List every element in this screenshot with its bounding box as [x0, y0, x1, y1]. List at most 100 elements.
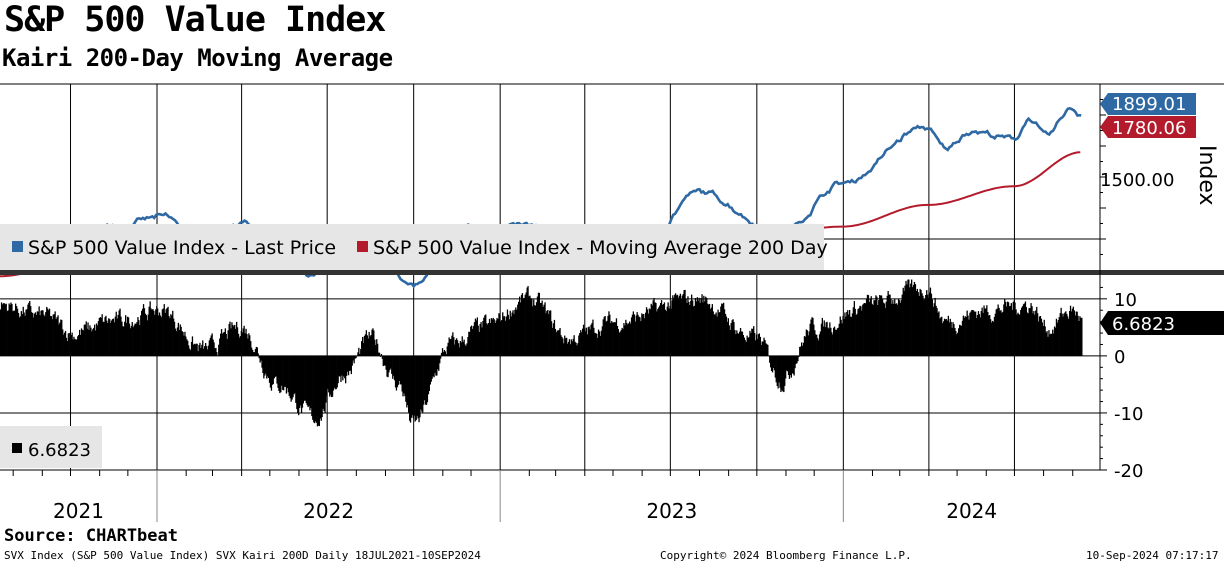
kairi-bar: [378, 352, 381, 356]
kairi-bar: [266, 355, 268, 379]
kairi-bar: [855, 315, 857, 356]
kairi-bar: [897, 298, 900, 356]
kairi-bar: [1078, 321, 1080, 356]
kairi-bar: [998, 307, 1000, 356]
kairi-bar: [583, 328, 586, 356]
kairi-bar: [396, 355, 399, 388]
kairi-bar: [781, 355, 783, 391]
kairi-bar: [584, 331, 587, 356]
kairi-bar: [883, 303, 886, 356]
kairi-bar: [556, 330, 558, 356]
kairi-bar: [1073, 310, 1075, 356]
kairi-bar: [931, 299, 933, 356]
kairi-bar: [531, 299, 533, 356]
kairi-bar: [520, 294, 523, 356]
ma-legend-label: S&P 500 Value Index - Moving Average 200…: [373, 237, 828, 259]
kairi-bar: [176, 327, 179, 356]
kairi-bar: [685, 298, 687, 356]
kairi-bar: [729, 330, 731, 356]
kairi-bar: [267, 355, 270, 378]
chart-subtitle: Kairi 200-Day Moving Average: [2, 44, 393, 72]
kairi-bar: [957, 332, 959, 356]
kairi-bar: [291, 355, 293, 400]
kairi-bar: [381, 355, 383, 359]
kairi-bar: [1029, 308, 1031, 356]
kairi-bar: [971, 310, 973, 356]
kairi-bar: [707, 303, 709, 356]
kairi-bar: [644, 318, 646, 356]
kairi-bar: [623, 323, 625, 356]
kairi-bar: [375, 344, 377, 356]
panel-divider: [0, 270, 1224, 275]
kairi-bar: [1008, 306, 1011, 356]
kairi-bar: [330, 355, 332, 395]
kairi-bar: [889, 294, 891, 356]
kairi-bar: [382, 355, 384, 367]
price-legend-label: S&P 500 Value Index - Last Price: [28, 237, 336, 259]
kairi-bar: [261, 355, 263, 368]
kairi-bar: [710, 307, 713, 356]
kairi-bar: [110, 320, 113, 356]
kairi-bar: [258, 355, 260, 359]
kairi-bar: [475, 320, 477, 356]
kairi-bar: [1040, 318, 1043, 356]
kairi-bar: [676, 294, 679, 356]
kairi-bar: [612, 322, 614, 356]
kairi-bar: [411, 355, 414, 416]
kairi-bar: [652, 300, 654, 356]
kairi-bar: [142, 308, 144, 356]
kairi-bar: [281, 355, 283, 386]
kairi-bar: [316, 355, 319, 427]
kairi-bar: [296, 355, 298, 410]
kairi-bar: [1036, 306, 1038, 356]
kairi-bar: [212, 339, 214, 356]
kairi-bar: [360, 348, 362, 356]
kairi-bar: [1042, 326, 1044, 356]
kairi-bar: [602, 319, 604, 356]
kairi-bar: [481, 327, 483, 356]
kairi-bar: [121, 321, 123, 356]
kairi-bar: [19, 316, 21, 356]
kairi-bar: [988, 315, 990, 356]
kairi-bar: [3, 303, 6, 356]
kairi-bar: [789, 355, 791, 376]
kairi-bar: [477, 325, 479, 356]
kairi-bar: [973, 310, 975, 356]
kairi-bar: [704, 301, 706, 356]
kairi-bar: [65, 337, 68, 356]
kairi-bar: [607, 315, 609, 356]
kairi-bar: [733, 322, 735, 356]
kairi-bar: [1020, 310, 1022, 356]
kairi-bar: [689, 304, 691, 356]
kairi-bar: [906, 284, 908, 356]
kairi-bar: [54, 311, 56, 356]
kairi-bar: [456, 338, 458, 356]
kairi-bar: [214, 348, 216, 356]
kairi-bar: [868, 301, 870, 356]
kairi-bar: [969, 312, 971, 356]
kairi-last-badge: 6.6823: [1100, 311, 1224, 335]
kairi-bar: [215, 347, 217, 356]
kairi-bar: [972, 310, 974, 356]
kairi-bar: [269, 355, 272, 388]
kairi-bar: [304, 355, 306, 401]
kairi-bar: [509, 310, 511, 356]
kairi-bar: [409, 355, 412, 423]
kairi-bar: [223, 332, 226, 356]
kairi-bar: [923, 299, 925, 356]
kairi-bar: [299, 355, 302, 406]
kairi-bar: [739, 331, 741, 356]
kairi-bar: [35, 314, 37, 356]
kairi-bar: [949, 318, 951, 356]
kairi-bar: [1048, 330, 1050, 356]
kairi-bar: [11, 303, 13, 356]
kairi-bar: [465, 345, 467, 356]
kairi-bar: [621, 327, 623, 356]
kairi-bar: [909, 287, 911, 356]
ma-last-badge: 1780.06: [1100, 116, 1196, 139]
kairi-bar: [930, 293, 933, 356]
kairi-bar: [679, 293, 681, 356]
kairi-bar: [517, 304, 519, 356]
kairi-bar: [977, 311, 980, 356]
kairi-bar: [346, 355, 348, 376]
